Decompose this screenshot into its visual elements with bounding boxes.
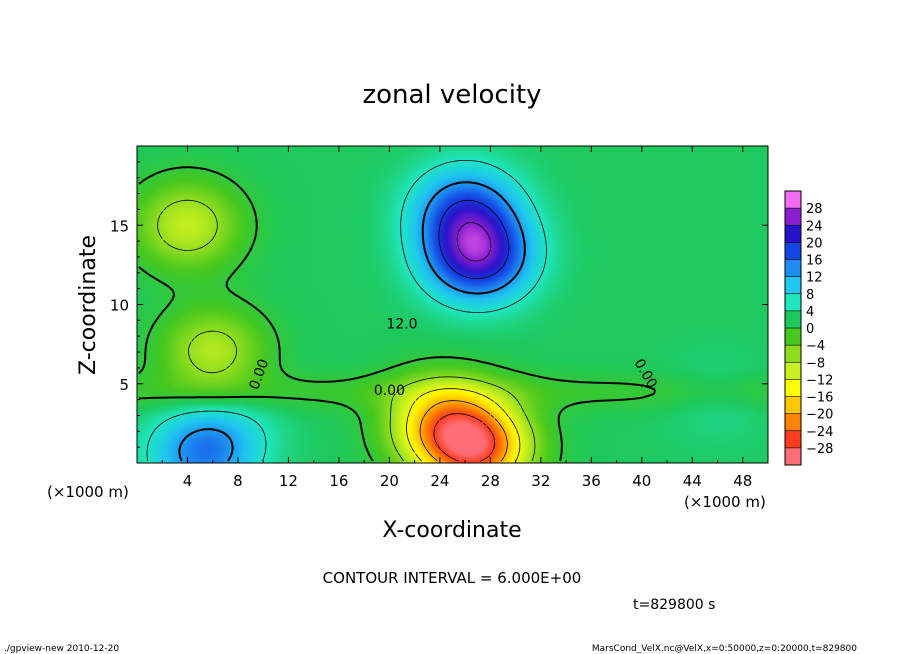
- contour-0: [138, 166, 656, 462]
- x-tick-label: 4: [183, 472, 193, 490]
- x-tick-label: 20: [380, 472, 399, 490]
- contour-6: [146, 160, 547, 462]
- colorbar-label: 8: [806, 288, 814, 303]
- colorbar-swatch: [785, 208, 801, 226]
- colorbar-label: −8: [806, 356, 825, 371]
- contour--6: [157, 199, 536, 462]
- colorbar-swatch: [785, 447, 801, 466]
- x-tick-label: 36: [582, 472, 601, 490]
- y-axis-label: Z-coordinate: [76, 235, 101, 375]
- colorbar-label: 24: [806, 219, 823, 234]
- colorbar-swatch: [785, 430, 801, 449]
- colorbar-label: −20: [806, 408, 833, 423]
- colorbar-swatch: [785, 293, 801, 312]
- colorbar-label: 20: [806, 236, 823, 251]
- y-axis: 5 10 15: [110, 161, 768, 448]
- velocity-field: [137, 146, 768, 463]
- y-tick-label: 10: [110, 297, 129, 315]
- contour--18: [419, 400, 508, 462]
- colorbar-label: 16: [806, 254, 823, 269]
- contour-12: [178, 181, 526, 462]
- colorbar-label: 4: [806, 305, 814, 320]
- colorbar-label: 12: [806, 271, 823, 286]
- colorbar-label: 0: [806, 322, 814, 337]
- colorbar-swatch: [785, 362, 801, 380]
- x-unit-left: (×1000 m): [47, 483, 129, 501]
- colorbar-swatch: [785, 225, 801, 243]
- colorbar-swatch: [785, 276, 801, 295]
- footer-left: ./gpview-new 2010-12-20: [4, 644, 119, 654]
- contour-interval: CONTOUR INTERVAL = 6.000E+00: [323, 569, 582, 587]
- contour-label: 12.0: [386, 316, 417, 332]
- colorbar-swatch: [785, 328, 801, 346]
- x-tick-label: 12: [279, 472, 298, 490]
- colorbar-label: −24: [806, 425, 833, 440]
- colorbar-swatch: [785, 242, 801, 260]
- colorbar-swatch: [785, 413, 801, 432]
- contour--24: [433, 413, 495, 462]
- contour-lines: [138, 160, 656, 462]
- footer-right: MarsCond_VelX.nc@VelX,x=0:50000,z=0:2000…: [592, 644, 857, 654]
- x-axis-label: X-coordinate: [382, 518, 521, 543]
- contour-24: [456, 222, 492, 262]
- x-unit-right: (×1000 m): [684, 493, 766, 511]
- colorbar-swatch: [785, 191, 801, 209]
- colorbar-label: −4: [806, 339, 825, 354]
- colorbar-swatch: [785, 345, 801, 363]
- contour-18: [438, 199, 510, 280]
- x-axis: 4 8 12 16 20 24 28 32 36 40 44 48: [161, 146, 752, 490]
- x-tick-label: 28: [481, 472, 500, 490]
- contour--12: [406, 388, 521, 462]
- colorbar-swatch: [785, 379, 801, 397]
- x-tick-label: 24: [430, 472, 449, 490]
- colorbar-swatch: [785, 310, 801, 329]
- colorbar-swatch: [785, 396, 801, 415]
- contour-label: 0.00: [374, 383, 405, 399]
- colorbar-label: −16: [806, 391, 833, 406]
- colorbar-label: −28: [806, 442, 833, 457]
- colorbar: 28 24 20 16 12 8 4 0 −4 −8 −12 −16 −20 −24 −28: [784, 190, 833, 466]
- x-tick-label: 16: [329, 472, 348, 490]
- time-label: t=829800 s: [633, 597, 715, 613]
- colorbar-swatch: [785, 259, 801, 278]
- x-tick-label: 32: [531, 472, 550, 490]
- colorbar-label: −12: [806, 373, 833, 388]
- plot-area: 12.00.000.00 0.00 4 8 12 16 20 24 28 32 36 40 44 48 …: [110, 145, 769, 490]
- x-tick-label: 8: [233, 472, 243, 490]
- colorbar-label: 28: [806, 202, 823, 217]
- chart-title: zonal velocity: [362, 80, 541, 110]
- x-tick-label: 48: [733, 472, 752, 490]
- y-tick-label: 5: [119, 376, 129, 394]
- x-tick-label: 44: [683, 472, 702, 490]
- y-tick-label: 15: [110, 217, 129, 235]
- x-tick-label: 40: [632, 472, 651, 490]
